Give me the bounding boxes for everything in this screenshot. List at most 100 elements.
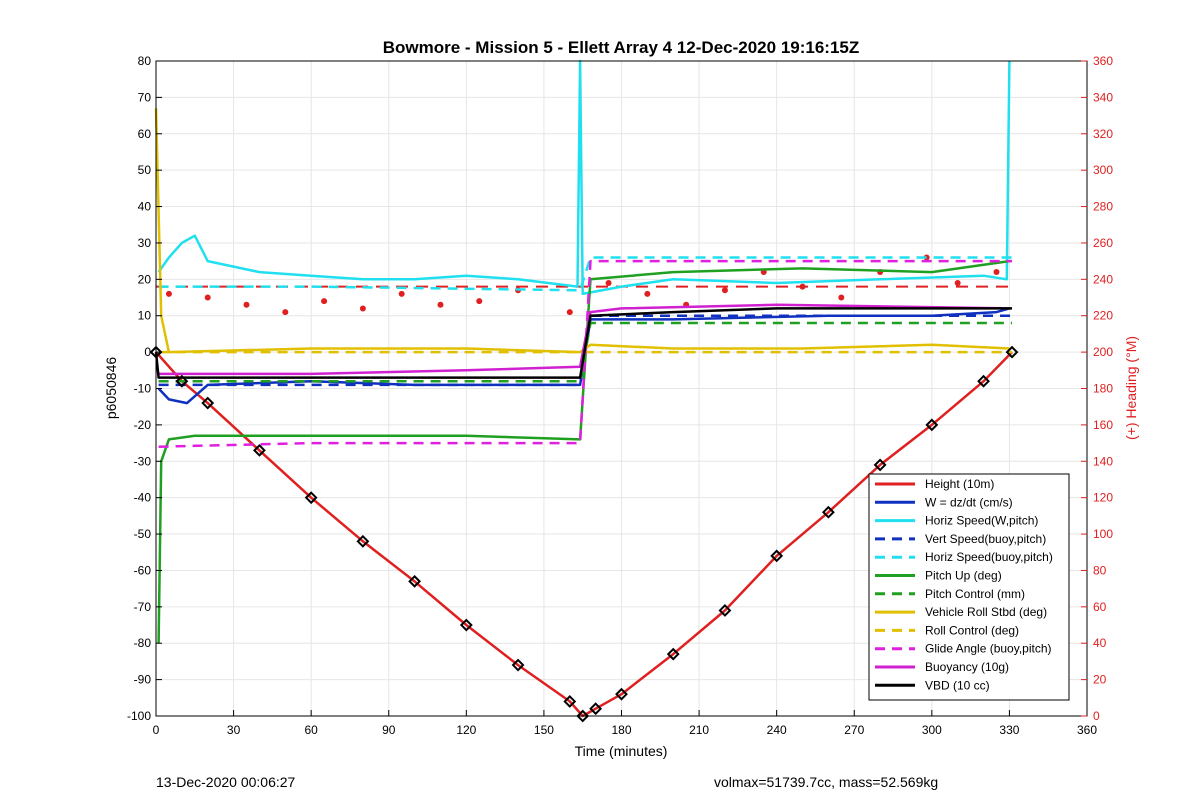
height-marker [511, 658, 525, 672]
legend-entry: Horiz Speed(W,pitch) [925, 514, 1038, 528]
heading-point [721, 287, 728, 294]
y-right-tick-label: 60 [1093, 600, 1107, 614]
heading-point [476, 298, 483, 305]
height-marker [253, 443, 266, 457]
chart-title: Bowmore - Mission 5 - Ellett Array 4 12-… [383, 38, 860, 57]
y-left-tick-label: -30 [134, 454, 152, 468]
series-layer [149, 59, 1019, 723]
height-marker [589, 702, 603, 716]
y-right-tick-label: 180 [1093, 382, 1113, 396]
heading-point [243, 301, 250, 308]
y-left-tick-label: 10 [138, 309, 152, 323]
height-marker [175, 374, 189, 388]
legend-box [868, 473, 1070, 701]
y-left-tick-label: -70 [134, 600, 152, 614]
x-tick-label: 120 [456, 723, 476, 737]
ticks: 0 30 60 90 120 150 180 210 240 270 300 330 360807060… [127, 54, 1113, 737]
legend-entry: Height (10m) [925, 477, 994, 491]
x-tick-label: 360 [1077, 723, 1097, 737]
y-right-tick-label: 280 [1093, 200, 1113, 214]
y-right-tick-label: 40 [1093, 636, 1107, 650]
y-right-tick-label: 200 [1093, 345, 1113, 359]
heading-point [204, 294, 211, 301]
series-line-5 [157, 259, 1010, 644]
y-right-tick-label: 220 [1093, 309, 1113, 323]
y-axis-label-left: p6050846 [103, 357, 119, 420]
y-right-tick-label: 260 [1093, 236, 1113, 250]
y-left-tick-label: 20 [138, 272, 152, 286]
y-right-tick-label: 300 [1093, 163, 1113, 177]
height-marker [201, 396, 215, 410]
heading-point [282, 309, 289, 316]
heading-point [321, 298, 328, 305]
legend: Height (10m) W = dz/dt (cm/s) Horiz Speed(… [868, 473, 1070, 701]
heading-point [605, 279, 612, 286]
x-tick-label: 150 [534, 723, 554, 737]
y-right-tick-label: 0 [1093, 709, 1100, 723]
heading-point [359, 305, 366, 312]
series-line-3 [158, 314, 1012, 387]
height-marker [925, 418, 939, 432]
series-line-6 [158, 321, 1012, 383]
y-left-tick-label: 30 [138, 236, 152, 250]
series-line-4 [158, 256, 1012, 292]
height-marker [563, 695, 577, 708]
x-tick-label: 90 [382, 723, 396, 737]
height-marker [615, 687, 628, 701]
heading-point [437, 301, 444, 308]
y-left-tick-label: 70 [138, 90, 152, 104]
heading-point [799, 283, 806, 290]
legend-entry: VBD (10 cc) [925, 678, 990, 692]
y-right-tick-label: 360 [1093, 54, 1113, 68]
legend-entry: Glide Angle (buoy,pitch) [925, 642, 1052, 656]
y-right-tick-label: 340 [1093, 90, 1113, 104]
y-right-tick-label: 140 [1093, 454, 1113, 468]
y-left-tick-label: -40 [134, 491, 152, 505]
x-axis-label: Time (minutes) [575, 743, 668, 759]
series-line-1 [157, 307, 1010, 405]
legend-entry: Pitch Control (mm) [925, 587, 1025, 601]
y-left-tick-label: -100 [127, 709, 151, 723]
heading-point [838, 294, 845, 301]
legend-entry: Roll Control (deg) [925, 623, 1019, 637]
y-left-tick-label: -90 [134, 673, 152, 687]
y-right-tick-label: 120 [1093, 491, 1113, 505]
height-marker [304, 491, 318, 505]
x-tick-label: 210 [689, 723, 709, 737]
y-left-tick-label: -60 [134, 563, 152, 577]
height-marker [770, 549, 784, 563]
y-left-tick-label: 40 [138, 200, 152, 214]
y-right-tick-label: 20 [1093, 673, 1107, 687]
footer-timestamp: 13-Dec-2020 00:06:27 [156, 774, 296, 790]
y-right-tick-label: 80 [1093, 563, 1107, 577]
y-left-tick-label: 60 [138, 127, 152, 141]
x-tick-label: 30 [227, 723, 241, 737]
y-left-tick-label: -80 [134, 636, 152, 650]
heading-point [954, 279, 961, 286]
y-left-tick-label: 0 [144, 345, 151, 359]
height-marker [576, 709, 590, 723]
heading-point [923, 254, 930, 261]
legend-entry: Vehicle Roll Stbd (deg) [925, 605, 1047, 619]
legend-entry: W = dz/dt (cm/s) [925, 495, 1013, 509]
heading-point [165, 290, 172, 297]
height-marker [408, 574, 422, 588]
y-right-tick-label: 240 [1093, 272, 1113, 286]
y-right-tick-label: 100 [1093, 527, 1113, 541]
legend-entry: Vert Speed(buoy,pitch) [925, 532, 1046, 546]
heading-point [566, 309, 573, 316]
series-line-2 [157, 59, 1011, 296]
heading-point [398, 290, 405, 297]
x-tick-label: 300 [922, 723, 942, 737]
height-marker [666, 647, 680, 661]
footer-volmax-mass: volmax=51739.7cc, mass=52.569kg [714, 774, 938, 790]
y-left-tick-label: -20 [134, 418, 152, 432]
x-tick-label: 60 [304, 723, 318, 737]
series-line-7 [154, 108, 1010, 354]
x-tick-label: 270 [844, 723, 864, 737]
height-marker [873, 458, 887, 472]
height-marker [459, 618, 473, 632]
y-left-tick-label: -50 [134, 527, 152, 541]
y-left-tick-label: -10 [134, 382, 152, 396]
x-tick-label: 0 [153, 723, 160, 737]
